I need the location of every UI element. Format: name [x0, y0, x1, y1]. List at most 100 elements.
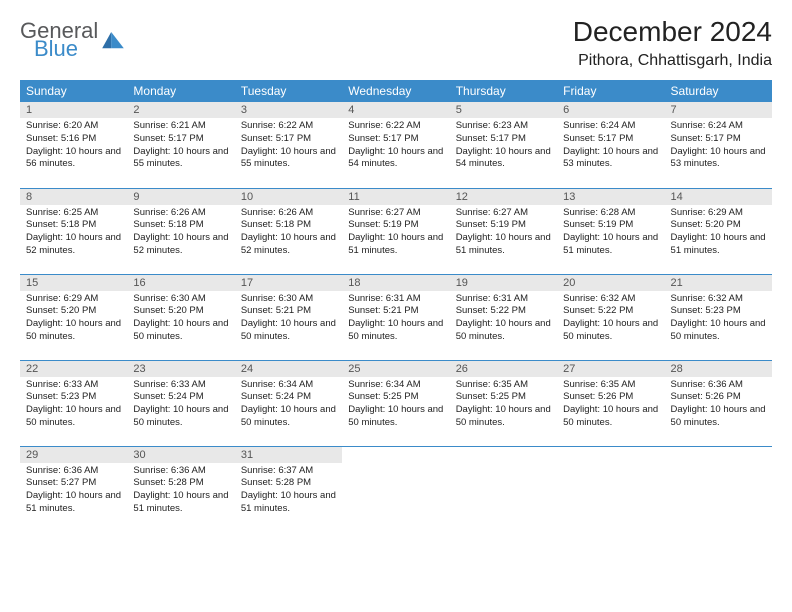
- sunset-line: Sunset: 5:17 PM: [456, 133, 551, 146]
- calendar-cell: [342, 446, 449, 532]
- day-body: Sunrise: 6:36 AMSunset: 5:26 PMDaylight:…: [665, 377, 772, 434]
- sunrise-line: Sunrise: 6:36 AM: [26, 465, 121, 478]
- sunset-line: Sunset: 5:25 PM: [456, 391, 551, 404]
- sunset-line: Sunset: 5:21 PM: [348, 305, 443, 318]
- title-block: December 2024 Pithora, Chhattisgarh, Ind…: [573, 16, 772, 70]
- calendar-cell: 9Sunrise: 6:26 AMSunset: 5:18 PMDaylight…: [127, 188, 234, 274]
- calendar-cell: [450, 446, 557, 532]
- calendar-week: 29Sunrise: 6:36 AMSunset: 5:27 PMDayligh…: [20, 446, 772, 532]
- sunrise-line: Sunrise: 6:35 AM: [563, 379, 658, 392]
- sunset-line: Sunset: 5:17 PM: [241, 133, 336, 146]
- sunset-line: Sunset: 5:20 PM: [133, 305, 228, 318]
- sunrise-line: Sunrise: 6:35 AM: [456, 379, 551, 392]
- daylight-line: Daylight: 10 hours and 50 minutes.: [348, 404, 443, 430]
- daylight-line: Daylight: 10 hours and 51 minutes.: [241, 490, 336, 516]
- sunset-line: Sunset: 5:17 PM: [133, 133, 228, 146]
- sunset-line: Sunset: 5:25 PM: [348, 391, 443, 404]
- sunrise-line: Sunrise: 6:21 AM: [133, 120, 228, 133]
- daylight-line: Daylight: 10 hours and 50 minutes.: [26, 318, 121, 344]
- daylight-line: Daylight: 10 hours and 53 minutes.: [563, 146, 658, 172]
- calendar-cell: 8Sunrise: 6:25 AMSunset: 5:18 PMDaylight…: [20, 188, 127, 274]
- day-number: 13: [557, 189, 664, 205]
- day-number: 8: [20, 189, 127, 205]
- daylight-line: Daylight: 10 hours and 50 minutes.: [241, 404, 336, 430]
- day-header: Sunday: [20, 80, 127, 102]
- day-body: Sunrise: 6:36 AMSunset: 5:28 PMDaylight:…: [127, 463, 234, 520]
- day-number: 3: [235, 102, 342, 118]
- day-header: Friday: [557, 80, 664, 102]
- sunrise-line: Sunrise: 6:32 AM: [563, 293, 658, 306]
- calendar-cell: 25Sunrise: 6:34 AMSunset: 5:25 PMDayligh…: [342, 360, 449, 446]
- sunset-line: Sunset: 5:21 PM: [241, 305, 336, 318]
- day-body: Sunrise: 6:32 AMSunset: 5:23 PMDaylight:…: [665, 291, 772, 348]
- day-header: Tuesday: [235, 80, 342, 102]
- sunset-line: Sunset: 5:27 PM: [26, 477, 121, 490]
- daylight-line: Daylight: 10 hours and 54 minutes.: [348, 146, 443, 172]
- day-header: Thursday: [450, 80, 557, 102]
- daylight-line: Daylight: 10 hours and 50 minutes.: [456, 318, 551, 344]
- sunrise-line: Sunrise: 6:24 AM: [671, 120, 766, 133]
- day-body: Sunrise: 6:25 AMSunset: 5:18 PMDaylight:…: [20, 205, 127, 262]
- sunset-line: Sunset: 5:24 PM: [133, 391, 228, 404]
- sunrise-line: Sunrise: 6:37 AM: [241, 465, 336, 478]
- sunset-line: Sunset: 5:20 PM: [26, 305, 121, 318]
- day-body: Sunrise: 6:35 AMSunset: 5:26 PMDaylight:…: [557, 377, 664, 434]
- calendar-cell: 14Sunrise: 6:29 AMSunset: 5:20 PMDayligh…: [665, 188, 772, 274]
- sunrise-line: Sunrise: 6:29 AM: [671, 207, 766, 220]
- sunrise-line: Sunrise: 6:25 AM: [26, 207, 121, 220]
- day-body: Sunrise: 6:31 AMSunset: 5:22 PMDaylight:…: [450, 291, 557, 348]
- day-number: 6: [557, 102, 664, 118]
- calendar-cell: 29Sunrise: 6:36 AMSunset: 5:27 PMDayligh…: [20, 446, 127, 532]
- day-body: Sunrise: 6:24 AMSunset: 5:17 PMDaylight:…: [557, 118, 664, 175]
- day-number: 1: [20, 102, 127, 118]
- day-number: 16: [127, 275, 234, 291]
- day-number: 26: [450, 361, 557, 377]
- day-body: Sunrise: 6:29 AMSunset: 5:20 PMDaylight:…: [20, 291, 127, 348]
- sunset-line: Sunset: 5:28 PM: [133, 477, 228, 490]
- day-number: 31: [235, 447, 342, 463]
- day-number: 17: [235, 275, 342, 291]
- daylight-line: Daylight: 10 hours and 51 minutes.: [133, 490, 228, 516]
- day-number: 7: [665, 102, 772, 118]
- day-number: 21: [665, 275, 772, 291]
- sunset-line: Sunset: 5:26 PM: [563, 391, 658, 404]
- day-number: 25: [342, 361, 449, 377]
- day-number: 20: [557, 275, 664, 291]
- day-number: 12: [450, 189, 557, 205]
- sunset-line: Sunset: 5:18 PM: [241, 219, 336, 232]
- day-number: 19: [450, 275, 557, 291]
- sunrise-line: Sunrise: 6:22 AM: [241, 120, 336, 133]
- daylight-line: Daylight: 10 hours and 53 minutes.: [671, 146, 766, 172]
- brand-text: General Blue: [20, 20, 98, 60]
- day-body: Sunrise: 6:35 AMSunset: 5:25 PMDaylight:…: [450, 377, 557, 434]
- calendar-cell: 10Sunrise: 6:26 AMSunset: 5:18 PMDayligh…: [235, 188, 342, 274]
- calendar-cell: 26Sunrise: 6:35 AMSunset: 5:25 PMDayligh…: [450, 360, 557, 446]
- daylight-line: Daylight: 10 hours and 52 minutes.: [26, 232, 121, 258]
- daylight-line: Daylight: 10 hours and 50 minutes.: [671, 318, 766, 344]
- daylight-line: Daylight: 10 hours and 55 minutes.: [241, 146, 336, 172]
- month-title: December 2024: [573, 16, 772, 48]
- calendar-cell: 19Sunrise: 6:31 AMSunset: 5:22 PMDayligh…: [450, 274, 557, 360]
- day-header: Monday: [127, 80, 234, 102]
- calendar-cell: 22Sunrise: 6:33 AMSunset: 5:23 PMDayligh…: [20, 360, 127, 446]
- day-body: Sunrise: 6:30 AMSunset: 5:20 PMDaylight:…: [127, 291, 234, 348]
- calendar-cell: 24Sunrise: 6:34 AMSunset: 5:24 PMDayligh…: [235, 360, 342, 446]
- sunset-line: Sunset: 5:24 PM: [241, 391, 336, 404]
- sunrise-line: Sunrise: 6:23 AM: [456, 120, 551, 133]
- location: Pithora, Chhattisgarh, India: [573, 52, 772, 70]
- calendar-cell: [557, 446, 664, 532]
- day-number: 28: [665, 361, 772, 377]
- daylight-line: Daylight: 10 hours and 54 minutes.: [456, 146, 551, 172]
- calendar-cell: 28Sunrise: 6:36 AMSunset: 5:26 PMDayligh…: [665, 360, 772, 446]
- calendar-body: 1Sunrise: 6:20 AMSunset: 5:16 PMDaylight…: [20, 102, 772, 532]
- sunrise-line: Sunrise: 6:30 AM: [241, 293, 336, 306]
- calendar-cell: 4Sunrise: 6:22 AMSunset: 5:17 PMDaylight…: [342, 102, 449, 188]
- calendar-cell: 2Sunrise: 6:21 AMSunset: 5:17 PMDaylight…: [127, 102, 234, 188]
- sunrise-line: Sunrise: 6:26 AM: [241, 207, 336, 220]
- day-body: Sunrise: 6:32 AMSunset: 5:22 PMDaylight:…: [557, 291, 664, 348]
- calendar-cell: 5Sunrise: 6:23 AMSunset: 5:17 PMDaylight…: [450, 102, 557, 188]
- calendar-cell: 13Sunrise: 6:28 AMSunset: 5:19 PMDayligh…: [557, 188, 664, 274]
- sunset-line: Sunset: 5:19 PM: [348, 219, 443, 232]
- sunrise-line: Sunrise: 6:36 AM: [133, 465, 228, 478]
- calendar-cell: 27Sunrise: 6:35 AMSunset: 5:26 PMDayligh…: [557, 360, 664, 446]
